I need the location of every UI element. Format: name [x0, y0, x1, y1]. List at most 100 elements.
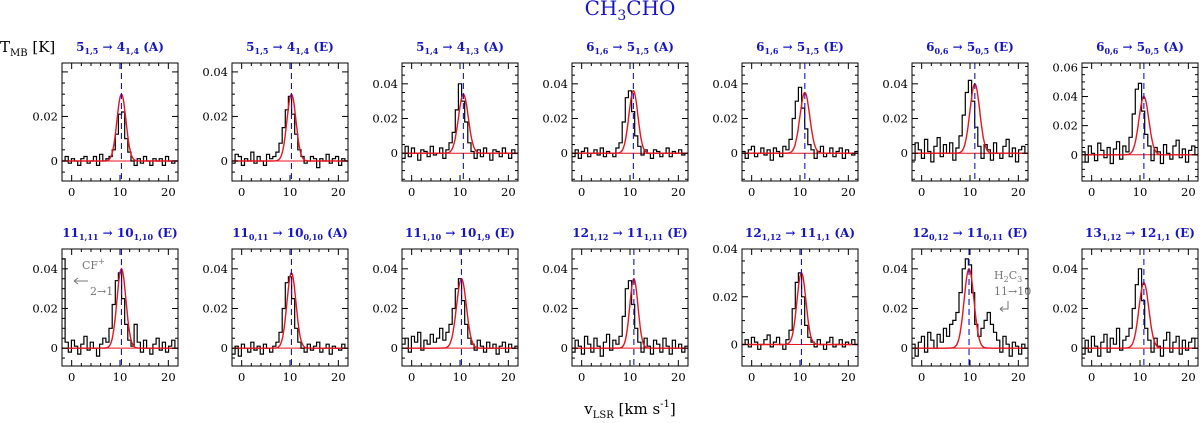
y-tick-label: 0.04 — [712, 77, 738, 91]
y-tick-label: 0 — [901, 341, 908, 355]
y-tick-label: 0 — [731, 338, 738, 352]
x-tick-label: 0 — [1088, 370, 1095, 384]
y-tick-label: 0 — [221, 154, 228, 168]
y-tick-label: 0.04 — [1052, 90, 1078, 104]
observed-spectrum — [402, 278, 518, 355]
x-tick-label: 0 — [68, 370, 75, 384]
y-tick-label: 0.04 — [202, 65, 228, 79]
x-tick-label: 10 — [453, 185, 468, 199]
x-tick-label: 0 — [408, 185, 415, 199]
x-tick-label: 20 — [161, 185, 176, 199]
y-tick-label: 0.04 — [32, 262, 58, 276]
observed-spectrum — [572, 280, 688, 357]
y-tick-label: 0.04 — [882, 262, 908, 276]
x-tick-label: 20 — [161, 370, 176, 384]
panel-4: 61,6 → 51,5 (A) 0 10 20 0 0.02 0.04 — [542, 40, 689, 199]
observed-spectrum — [62, 111, 178, 166]
panel-title: 121,12 → 111,1 (A) — [745, 226, 855, 242]
y-tick-label: 0.02 — [372, 301, 398, 315]
observed-spectrum — [1082, 268, 1198, 357]
y-tick-label: 0.04 — [712, 242, 738, 256]
x-tick-label: 10 — [113, 370, 128, 384]
panel-6: 60,6 → 50,5 (E) 0 10 20 0 0.02 0.04 — [882, 40, 1029, 199]
annotation-label: H2C3 — [994, 269, 1022, 284]
annotation-arrowhead — [999, 306, 1004, 312]
y-tick-label: 0.02 — [32, 301, 58, 315]
x-tick-label: 0 — [918, 185, 925, 199]
y-tick-label: 0 — [51, 341, 58, 355]
y-tick-label: 0 — [731, 146, 738, 160]
gaussian-fit — [62, 93, 178, 162]
panel-title: 111,11 → 101,10 (E) — [62, 226, 177, 242]
x-axis-label: vLSR [km s-1] — [583, 399, 676, 421]
x-tick-label: 10 — [1133, 185, 1148, 199]
observed-spectrum — [742, 272, 858, 350]
panel-frame — [741, 62, 859, 182]
x-tick-label: 20 — [1011, 370, 1026, 384]
x-tick-label: 10 — [623, 370, 638, 384]
panel-3: 51,4 → 41,3 (A) 0 10 20 0 0.02 0.04 — [372, 40, 519, 199]
panel-title: 120,12 → 110,11 (E) — [912, 226, 1027, 242]
x-tick-label: 20 — [1181, 370, 1196, 384]
y-tick-label: 0 — [221, 341, 228, 355]
x-tick-label: 0 — [748, 370, 755, 384]
x-tick-label: 20 — [841, 185, 856, 199]
y-tick-label: 0.04 — [542, 262, 568, 276]
y-tick-label: 0 — [1071, 148, 1078, 162]
gaussian-fit — [572, 89, 688, 154]
gaussian-fit — [402, 93, 518, 154]
x-tick-label: 10 — [283, 185, 298, 199]
x-tick-label: 20 — [501, 185, 516, 199]
y-tick-label: 0.02 — [372, 112, 398, 126]
y-tick-label: 0.02 — [542, 112, 568, 126]
figure-title: CH3CHO — [585, 0, 676, 24]
y-tick-label: 0 — [561, 146, 568, 160]
y-tick-label: 0.02 — [202, 109, 228, 123]
panel-title: 51,4 → 41,3 (A) — [416, 40, 504, 56]
panel-5: 61,6 → 51,5 (E) 0 10 20 0 0.02 0.04 — [712, 40, 859, 199]
annotation-transition: 11→10 — [994, 285, 1031, 298]
panel-13: 120,12 → 110,11 (E) 0 10 20 0 0.02 0.04 H2C311→… — [882, 226, 1031, 384]
annotation-transition: 2→1 — [90, 285, 113, 298]
panel-title: 51,5 → 41,4 (E) — [246, 40, 334, 56]
observed-spectrum — [232, 276, 348, 357]
x-tick-label: 20 — [501, 370, 516, 384]
x-tick-label: 20 — [331, 185, 346, 199]
y-tick-label: 0 — [1071, 341, 1078, 355]
y-tick-label: 0.02 — [882, 112, 908, 126]
gaussian-fit — [912, 267, 1028, 349]
y-tick-label: 0.04 — [1052, 262, 1078, 276]
y-tick-label: 0.02 — [712, 290, 738, 304]
panel-2: 51,5 → 41,4 (E) 0 10 20 0 0.02 0.04 — [202, 40, 349, 199]
panel-title: 60,6 → 50,5 (E) — [926, 40, 1014, 56]
x-tick-label: 20 — [1011, 185, 1026, 199]
gaussian-fit — [402, 277, 518, 349]
y-tick-label: 0.04 — [372, 262, 398, 276]
x-tick-label: 20 — [671, 370, 686, 384]
panel-title: 61,6 → 51,5 (E) — [756, 40, 844, 56]
panel-1: 51,5 → 41,4 (A) 0 10 20 0 0.02 — [32, 40, 179, 199]
y-tick-label: 0.04 — [372, 77, 398, 91]
gaussian-fit — [62, 267, 178, 349]
y-tick-label: 0.02 — [32, 109, 58, 123]
y-tick-label: 0.02 — [542, 301, 568, 315]
panel-frame — [571, 62, 689, 182]
panel-frame — [741, 248, 859, 367]
observed-spectrum — [232, 95, 348, 169]
y-tick-label: 0 — [561, 341, 568, 355]
x-tick-label: 0 — [238, 185, 245, 199]
x-tick-label: 10 — [793, 370, 808, 384]
x-tick-label: 10 — [793, 185, 808, 199]
observed-spectrum — [912, 258, 1028, 357]
panel-frame — [61, 62, 179, 182]
observed-spectrum — [402, 83, 518, 161]
gaussian-fit — [742, 91, 858, 154]
x-tick-label: 0 — [408, 370, 415, 384]
gaussian-fit — [232, 271, 348, 349]
y-tick-label: 0.04 — [882, 77, 908, 91]
x-tick-label: 10 — [963, 185, 978, 199]
panel-frame — [401, 62, 519, 182]
panel-9: 110,11 → 100,10 (A) 0 10 20 0 0.02 0.04 — [202, 226, 349, 384]
